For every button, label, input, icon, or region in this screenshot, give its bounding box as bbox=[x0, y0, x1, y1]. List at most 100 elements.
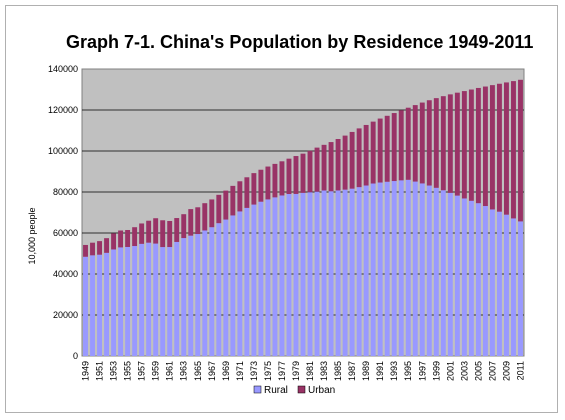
bar-urban-1987 bbox=[349, 131, 355, 189]
bar-urban-1969 bbox=[223, 190, 229, 220]
bar-urban-1959 bbox=[153, 218, 159, 244]
x-tick-label: 1971 bbox=[235, 361, 245, 381]
x-tick-label: 1985 bbox=[333, 361, 343, 381]
bar-rural-1981 bbox=[307, 192, 313, 356]
bar-rural-1998 bbox=[426, 185, 432, 356]
bar-series bbox=[83, 79, 523, 356]
bar-urban-1989 bbox=[363, 124, 369, 186]
bar-urban-1968 bbox=[216, 194, 222, 224]
bar-urban-1984 bbox=[328, 142, 334, 192]
bar-urban-1952 bbox=[104, 238, 110, 253]
x-tick-label: 2007 bbox=[487, 361, 497, 381]
bar-urban-1967 bbox=[209, 199, 215, 228]
bar-rural-1962 bbox=[174, 241, 180, 356]
y-axis-label: 10,000 people bbox=[27, 207, 37, 264]
bar-rural-1993 bbox=[391, 181, 397, 356]
bar-rural-1977 bbox=[279, 195, 285, 356]
bar-rural-1997 bbox=[419, 183, 425, 356]
bar-urban-2011 bbox=[518, 79, 523, 222]
bar-rural-1994 bbox=[398, 180, 404, 356]
x-tick-label: 1953 bbox=[109, 361, 119, 381]
x-tick-label: 1975 bbox=[263, 361, 273, 381]
x-tick-label: 1983 bbox=[319, 361, 329, 381]
bar-rural-1995 bbox=[405, 179, 411, 356]
bar-rural-1955 bbox=[125, 246, 131, 356]
bar-rural-2005 bbox=[475, 203, 481, 356]
bar-urban-2010 bbox=[511, 81, 516, 219]
bar-urban-2003 bbox=[461, 91, 467, 199]
bar-rural-1973 bbox=[251, 204, 257, 356]
bar-urban-2009 bbox=[504, 82, 509, 215]
bar-rural-1949 bbox=[83, 256, 88, 356]
bar-rural-1968 bbox=[216, 223, 222, 356]
bar-rural-1958 bbox=[146, 242, 152, 356]
bar-urban-1986 bbox=[342, 135, 348, 190]
bar-urban-1950 bbox=[90, 242, 95, 256]
x-tick-label: 1989 bbox=[361, 361, 371, 381]
bar-rural-1954 bbox=[118, 247, 124, 356]
bar-rural-1965 bbox=[195, 234, 201, 356]
bar-rural-2006 bbox=[482, 206, 488, 356]
bar-rural-1956 bbox=[132, 246, 138, 356]
bar-urban-1975 bbox=[265, 166, 271, 200]
bar-urban-1960 bbox=[160, 220, 166, 248]
x-tick-label: 2001 bbox=[445, 361, 455, 381]
bar-urban-1976 bbox=[272, 163, 278, 198]
bar-rural-1986 bbox=[342, 189, 348, 356]
bar-urban-1993 bbox=[391, 113, 397, 182]
y-tick-label: 40000 bbox=[53, 269, 78, 279]
bar-rural-1999 bbox=[433, 187, 439, 356]
bar-urban-1979 bbox=[293, 156, 299, 194]
x-tick-label: 1949 bbox=[81, 361, 91, 381]
bar-urban-2007 bbox=[489, 85, 495, 210]
bar-urban-1985 bbox=[335, 139, 341, 191]
x-tick-label: 2003 bbox=[459, 361, 469, 381]
bar-urban-2004 bbox=[468, 89, 474, 201]
bar-rural-1961 bbox=[167, 247, 173, 356]
x-tick-label: 1965 bbox=[193, 361, 203, 381]
bar-rural-1969 bbox=[223, 219, 229, 356]
bar-rural-1974 bbox=[258, 201, 264, 356]
x-tick-label: 1979 bbox=[291, 361, 301, 381]
bar-urban-1991 bbox=[377, 118, 383, 183]
x-tick-label: 1951 bbox=[95, 361, 105, 381]
bar-urban-1972 bbox=[244, 177, 250, 208]
bar-rural-1952 bbox=[104, 252, 110, 356]
bar-rural-1951 bbox=[97, 254, 102, 356]
bar-rural-1985 bbox=[335, 190, 341, 356]
bar-rural-2000 bbox=[440, 190, 446, 356]
bar-urban-1963 bbox=[181, 214, 187, 239]
bar-rural-1963 bbox=[181, 238, 187, 356]
bar-rural-1989 bbox=[363, 185, 369, 356]
bar-rural-1970 bbox=[230, 215, 236, 356]
bar-rural-2001 bbox=[447, 192, 453, 356]
x-tick-label: 2009 bbox=[501, 361, 511, 381]
bar-rural-2010 bbox=[511, 218, 516, 356]
bar-rural-2008 bbox=[496, 211, 502, 356]
bar-rural-1957 bbox=[139, 243, 145, 356]
bar-rural-1990 bbox=[370, 183, 376, 356]
bar-rural-1971 bbox=[237, 211, 243, 356]
bar-urban-1970 bbox=[230, 185, 236, 216]
bar-urban-1999 bbox=[433, 98, 439, 188]
x-tick-label: 1993 bbox=[389, 361, 399, 381]
bar-urban-1990 bbox=[370, 121, 376, 184]
population-chart: Graph 7-1. China's Population by Residen… bbox=[27, 32, 533, 396]
chart-frame: Graph 7-1. China's Population by Residen… bbox=[5, 5, 558, 413]
bar-urban-1977 bbox=[279, 161, 285, 196]
bar-rural-1987 bbox=[349, 188, 355, 356]
legend: Rural Urban bbox=[253, 385, 335, 396]
bar-urban-1961 bbox=[167, 220, 173, 248]
bar-urban-2000 bbox=[440, 96, 446, 191]
bar-rural-2011 bbox=[518, 221, 523, 356]
bar-rural-1991 bbox=[377, 182, 383, 356]
bar-rural-1988 bbox=[356, 187, 362, 356]
bar-urban-1997 bbox=[419, 102, 425, 184]
bar-rural-2003 bbox=[461, 198, 467, 356]
x-tick-label: 1981 bbox=[305, 361, 315, 381]
legend-label-urban: Urban bbox=[308, 385, 335, 396]
bar-urban-1966 bbox=[202, 203, 208, 231]
x-tick-label: 1977 bbox=[277, 361, 287, 381]
bar-rural-2007 bbox=[489, 209, 495, 356]
bar-urban-1958 bbox=[146, 220, 152, 243]
